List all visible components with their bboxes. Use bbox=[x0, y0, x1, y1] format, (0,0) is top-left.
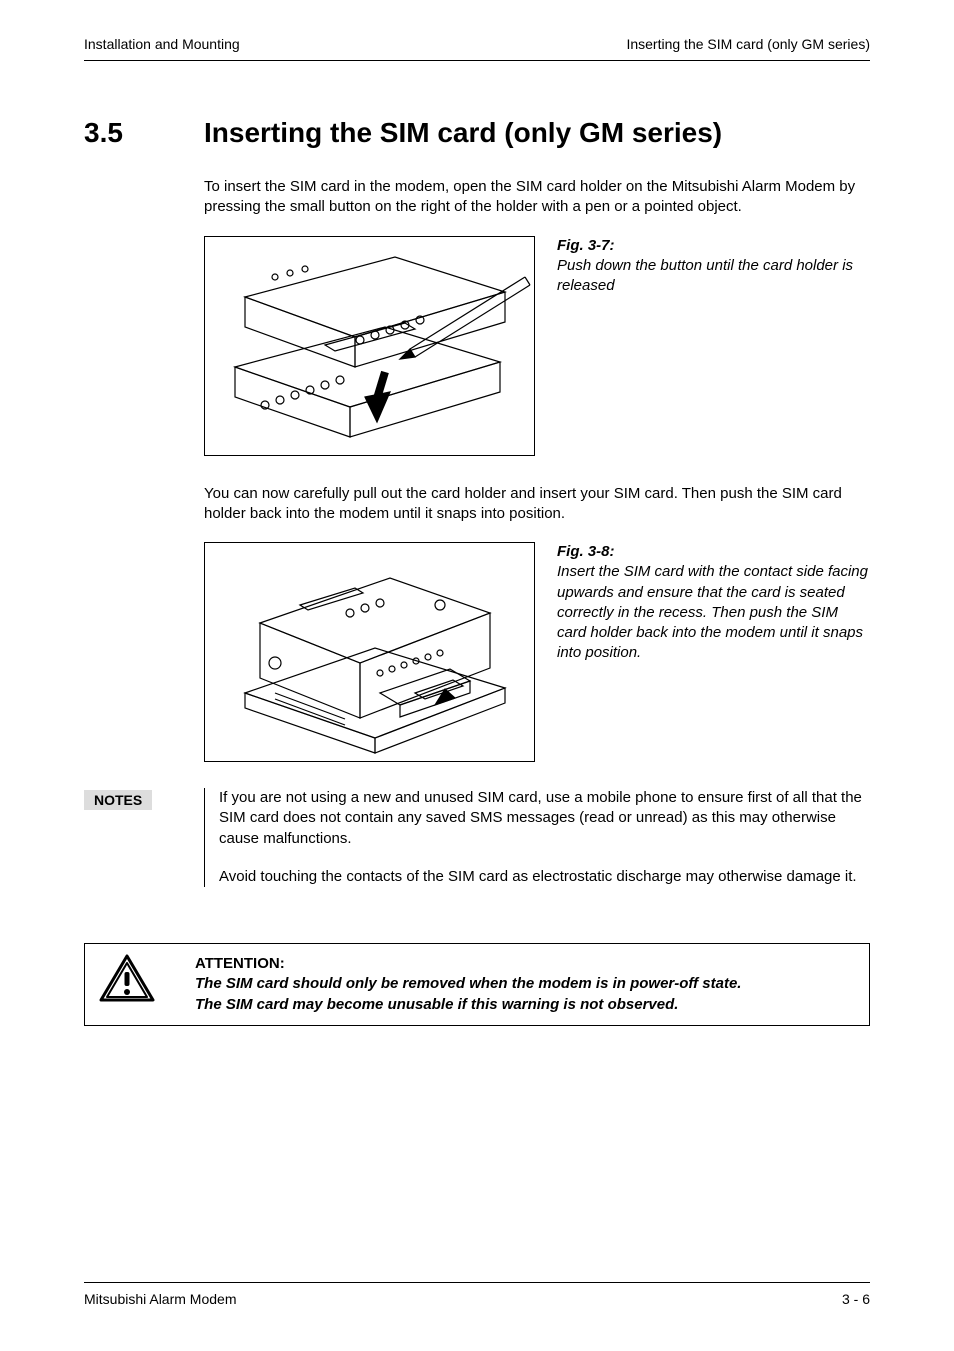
notes-label-cell: NOTES bbox=[84, 788, 204, 887]
figure-3-7-block: Fig. 3-7: Push down the button until the… bbox=[204, 236, 870, 456]
figure-3-8-caption: Fig. 3-8: Insert the SIM card with the c… bbox=[557, 542, 870, 762]
section-number: 3.5 bbox=[84, 117, 204, 149]
attention-text: ATTENTION: The SIM card should only be r… bbox=[195, 954, 741, 1015]
footer-left: Mitsubishi Alarm Modem bbox=[84, 1291, 237, 1307]
body-column: To insert the SIM card in the modem, ope… bbox=[204, 177, 870, 762]
notes-label: NOTES bbox=[84, 790, 152, 810]
figure-3-8-label: Fig. 3-8: bbox=[557, 542, 870, 562]
notes-body: If you are not using a new and unused SI… bbox=[204, 788, 870, 887]
figure-3-7-svg bbox=[205, 237, 535, 456]
section-heading: 3.5 Inserting the SIM card (only GM seri… bbox=[84, 117, 870, 149]
running-header: Installation and Mounting Inserting the … bbox=[84, 36, 870, 61]
running-footer: Mitsubishi Alarm Modem 3 - 6 bbox=[84, 1282, 870, 1307]
figure-3-8-svg bbox=[205, 543, 535, 762]
notes-block: NOTES If you are not using a new and unu… bbox=[84, 788, 870, 887]
attention-line-2: The SIM card may become unusable if this… bbox=[195, 995, 741, 1015]
figure-3-7-image bbox=[204, 236, 535, 456]
footer-right: 3 - 6 bbox=[842, 1291, 870, 1307]
header-left: Installation and Mounting bbox=[84, 36, 240, 52]
figure-3-8-text: Insert the SIM card with the contact sid… bbox=[557, 562, 870, 663]
intro-paragraph: To insert the SIM card in the modem, ope… bbox=[204, 177, 870, 218]
figure-3-7-label: Fig. 3-7: bbox=[557, 236, 870, 256]
figure-3-7-text: Push down the button until the card hold… bbox=[557, 256, 870, 297]
page: Installation and Mounting Inserting the … bbox=[0, 0, 954, 1351]
header-right: Inserting the SIM card (only GM series) bbox=[626, 36, 870, 52]
notes-item-1: If you are not using a new and unused SI… bbox=[219, 788, 870, 849]
attention-box: ATTENTION: The SIM card should only be r… bbox=[84, 943, 870, 1026]
attention-line-1: The SIM card should only be removed when… bbox=[195, 974, 741, 994]
figure-3-7-caption: Fig. 3-7: Push down the button until the… bbox=[557, 236, 870, 456]
mid-paragraph: You can now carefully pull out the card … bbox=[204, 484, 870, 525]
section-title: Inserting the SIM card (only GM series) bbox=[204, 117, 722, 149]
notes-item-2: Avoid touching the contacts of the SIM c… bbox=[219, 867, 870, 887]
attention-heading: ATTENTION: bbox=[195, 954, 741, 974]
figure-3-8-block: Fig. 3-8: Insert the SIM card with the c… bbox=[204, 542, 870, 762]
warning-triangle-icon bbox=[99, 954, 155, 1004]
figure-3-8-image bbox=[204, 542, 535, 762]
